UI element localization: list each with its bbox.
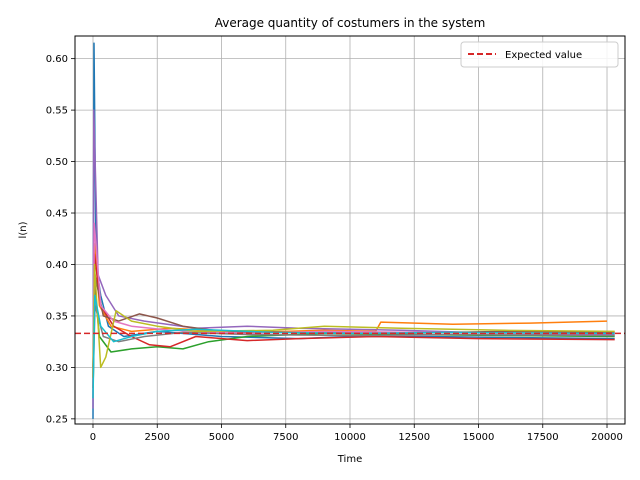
- y-tick-label: 0.30: [46, 363, 68, 374]
- y-tick-label: 0.35: [46, 311, 68, 322]
- chart-title: Average quantity of costumers in the sys…: [215, 16, 486, 30]
- x-tick-label: 10000: [334, 432, 366, 443]
- ticks: 0 2500 5000 7500 10000 12500 15000 17500 20000 0.…: [46, 54, 623, 443]
- y-tick-label: 0.45: [46, 209, 68, 220]
- x-tick-label: 15000: [463, 432, 495, 443]
- y-axis-label: l(n): [18, 221, 29, 238]
- x-axis-label: Time: [337, 454, 362, 465]
- x-tick-label: 7500: [273, 432, 298, 443]
- x-tick-label: 5000: [209, 432, 234, 443]
- legend-box: [460, 41, 619, 68]
- x-tick-label: 0: [90, 432, 96, 443]
- x-tick-label: 17500: [527, 432, 559, 443]
- y-tick-label: 0.50: [46, 157, 68, 168]
- legend: Expected value: [460, 41, 619, 68]
- series-line-9: [92, 263, 615, 378]
- y-tick-label: 0.40: [46, 260, 68, 271]
- x-tick-label: 12500: [398, 432, 430, 443]
- series-line-5: [92, 109, 615, 409]
- series-group: [92, 42, 615, 419]
- x-tick-label: 2500: [145, 432, 170, 443]
- grid: [75, 36, 625, 424]
- legend-label: Expected value: [505, 50, 582, 61]
- x-tick-label: 20000: [591, 432, 623, 443]
- y-tick-label: 0.60: [46, 54, 68, 65]
- y-tick-label: 0.25: [46, 414, 68, 425]
- y-tick-label: 0.55: [46, 106, 68, 117]
